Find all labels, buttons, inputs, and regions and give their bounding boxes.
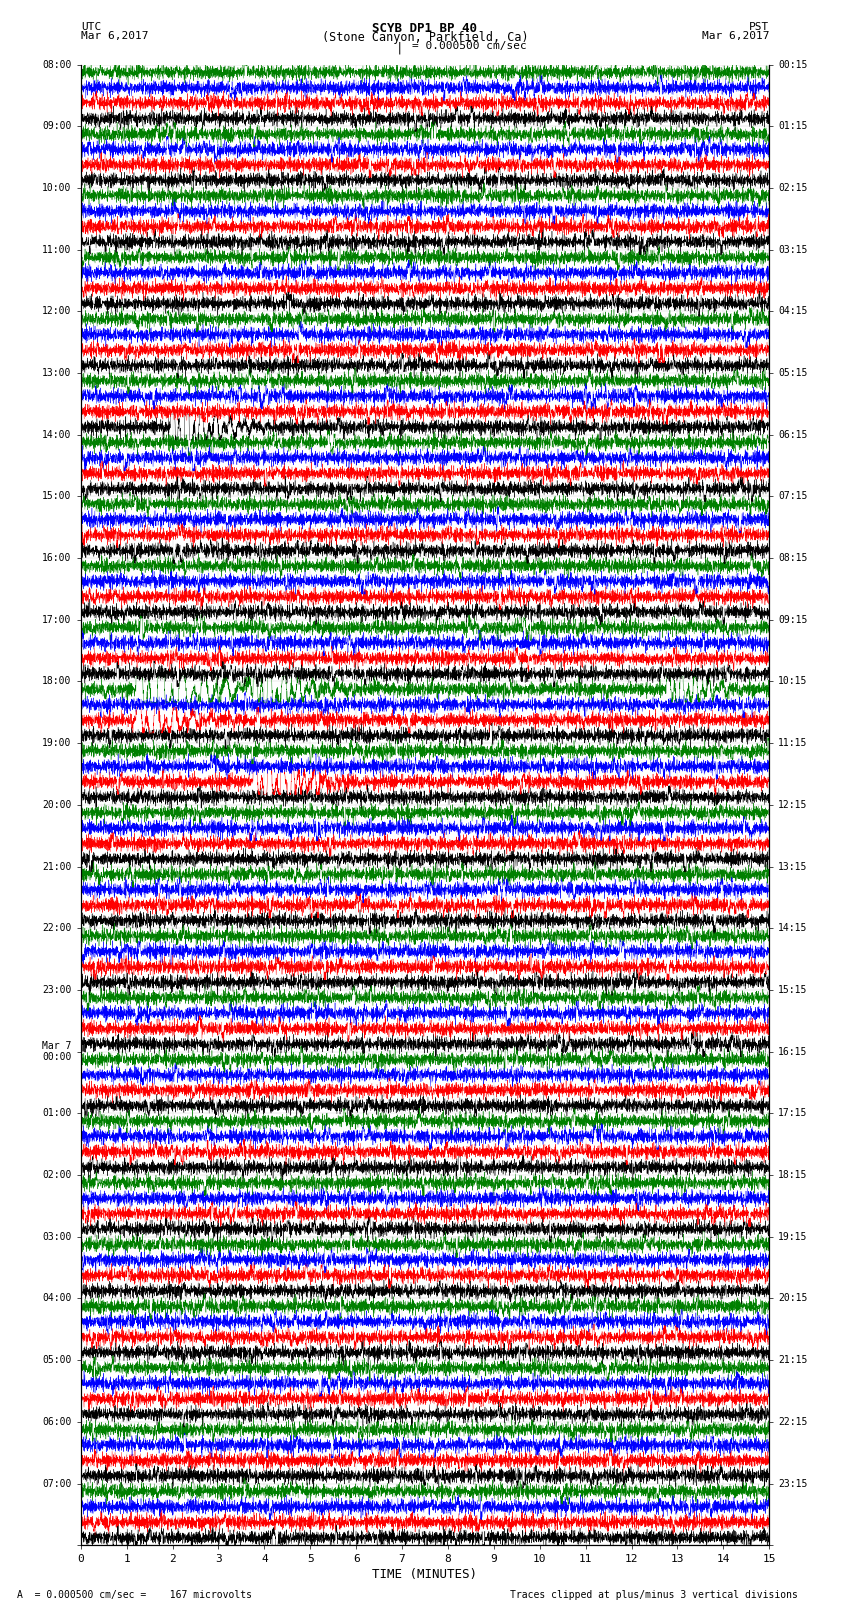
Text: (Stone Canyon, Parkfield, Ca): (Stone Canyon, Parkfield, Ca) [321,31,529,45]
Text: PST: PST [749,23,769,32]
X-axis label: TIME (MINUTES): TIME (MINUTES) [372,1568,478,1581]
Text: Mar 6,2017: Mar 6,2017 [81,31,148,42]
Text: Traces clipped at plus/minus 3 vertical divisions: Traces clipped at plus/minus 3 vertical … [510,1590,798,1600]
Text: = 0.000500 cm/sec: = 0.000500 cm/sec [412,40,527,52]
Text: A  = 0.000500 cm/sec =    167 microvolts: A = 0.000500 cm/sec = 167 microvolts [17,1590,252,1600]
Text: SCYB DP1 BP 40: SCYB DP1 BP 40 [372,23,478,35]
Text: UTC: UTC [81,23,101,32]
Text: Mar 6,2017: Mar 6,2017 [702,31,769,42]
Text: |: | [396,40,403,55]
